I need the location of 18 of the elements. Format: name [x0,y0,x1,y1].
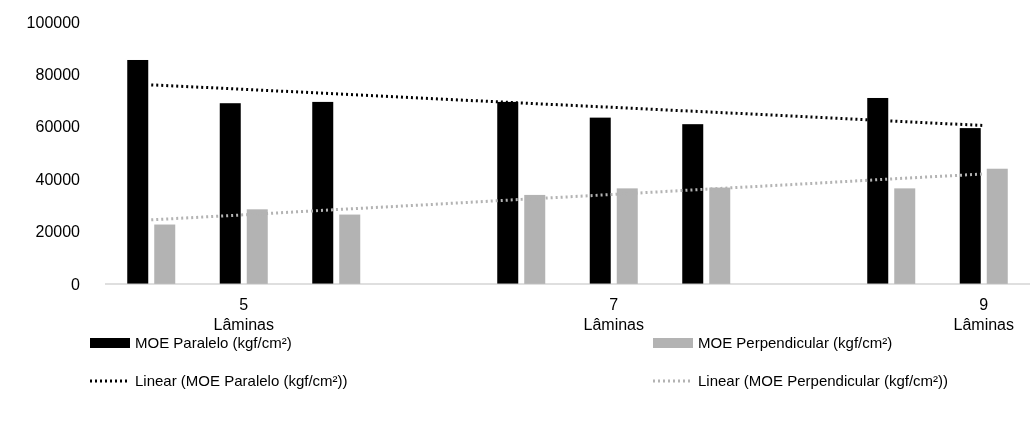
bar [589,117,611,284]
bar [312,101,334,284]
legend-label: Linear (MOE Paralelo (kgf/cm²)) [135,372,348,390]
y-tick-label: 100000 [26,13,81,31]
y-tick-label: 80000 [35,66,81,83]
y-tick-label: 60000 [35,118,81,136]
legend-label: Linear (MOE Perpendicular (kgf/cm²)) [698,372,949,390]
bar [682,124,704,284]
legend-label: MOE Paralelo (kgf/cm²) [135,334,292,352]
legend-label: MOE Perpendicular (kgf/cm²) [698,334,893,352]
bar [127,59,149,284]
bar [219,103,241,284]
y-tick-label: 20000 [35,223,81,241]
x-tick-label: 9 Lâminas [953,296,1014,333]
y-tick-label: 0 [71,275,81,293]
x-tick-label: 5 Lâminas [213,296,274,333]
y-tick-label: 40000 [35,170,81,188]
x-tick-label: 7 Lâminas [583,296,644,333]
